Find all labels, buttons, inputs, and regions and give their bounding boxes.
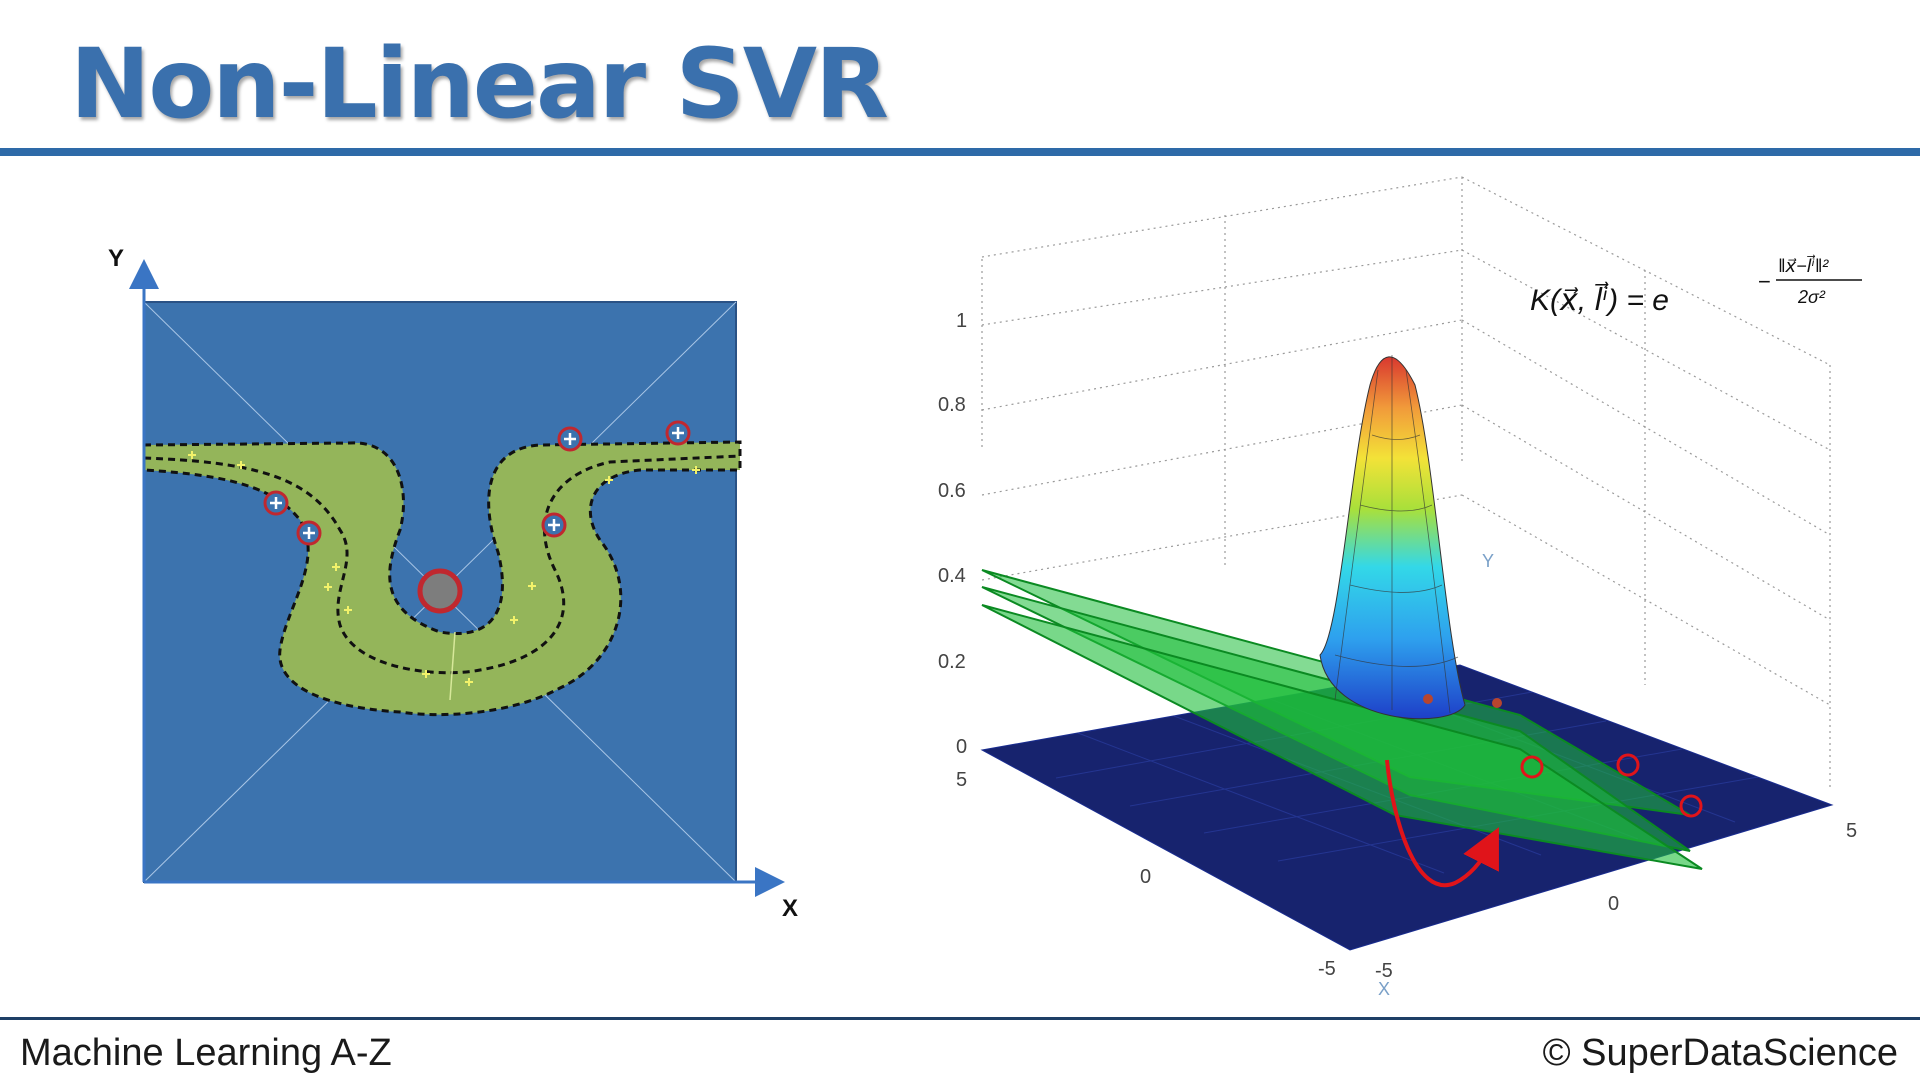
- data-point: [237, 461, 245, 469]
- data-point: [528, 582, 536, 590]
- projection-arrow: [1385, 759, 1499, 888]
- formula-numerator: ‖x⃗−l⃗ⁱ‖²: [1778, 255, 1829, 276]
- x-tick-label: -5: [1375, 960, 1393, 982]
- rbf-kernel-3d-plot: 1 0.8 0.6 0.4 0.2 0 5 0 -5: [938, 176, 1862, 995]
- support-vector-marker: [1679, 794, 1703, 818]
- support-vector: [665, 420, 691, 446]
- x-tick-label: 0: [1608, 893, 1619, 915]
- z-axis-ticks: 1 0.8 0.6 0.4 0.2 0: [938, 310, 967, 758]
- lower-plane: [981, 604, 1703, 870]
- footer-divider: [0, 1017, 1920, 1020]
- y-axis-label: Y: [1482, 551, 1494, 571]
- z-tick-label: 0: [956, 736, 967, 758]
- data-point: [692, 466, 700, 474]
- support-vector: [296, 520, 322, 546]
- svr-regression-curve: [143, 454, 741, 675]
- point-marker: [1492, 698, 1502, 708]
- data-point: [422, 670, 430, 678]
- data-point: [344, 606, 352, 614]
- y-tick-label: 0: [1140, 866, 1151, 888]
- formula-minus: −: [1758, 269, 1771, 294]
- data-point: [324, 583, 332, 591]
- data-point: [605, 476, 613, 484]
- z-tick-label: 0.2: [938, 651, 966, 673]
- data-point: [465, 678, 473, 686]
- data-point: [510, 616, 518, 624]
- y-tick-label: 5: [956, 769, 967, 791]
- title-divider: [0, 148, 1920, 156]
- z-tick-label: 1: [956, 310, 967, 332]
- svr-2d-diagram: Y X: [108, 245, 798, 922]
- formula-lhs: K(x⃗, l⃗ⁱ) = e: [1530, 282, 1669, 317]
- plot-grid: [981, 176, 1831, 789]
- data-point: [188, 451, 196, 459]
- point-marker: [1423, 694, 1433, 704]
- support-vectors: [263, 420, 691, 546]
- tube-guide-line: [449, 631, 456, 701]
- y-axis-label: Y: [108, 245, 124, 272]
- support-vector-marker: [1520, 755, 1544, 779]
- support-vector: [557, 426, 583, 452]
- x-axis-label: X: [782, 895, 798, 922]
- formula-denominator: 2σ²: [1797, 287, 1826, 307]
- y-tick-label: -5: [1318, 958, 1336, 980]
- x-tick-label: 5: [1846, 820, 1857, 842]
- support-vector: [263, 490, 289, 516]
- data-point: [332, 563, 340, 571]
- support-vector: [541, 512, 567, 538]
- course-name: Machine Learning A-Z: [20, 1032, 392, 1074]
- svr-tube-band: [142, 440, 742, 717]
- z-tick-label: 0.8: [938, 394, 966, 416]
- support-vector-marker: [1616, 753, 1640, 777]
- data-points: [188, 451, 700, 686]
- slide-title: Non-Linear SVR: [70, 28, 889, 140]
- z-tick-label: 0.6: [938, 480, 966, 502]
- kernel-formula: K(x⃗, l⃗ⁱ) = e − ‖x⃗−l⃗ⁱ‖² 2σ²: [1530, 255, 1862, 317]
- z-tick-label: 0.4: [938, 565, 966, 587]
- copyright: © SuperDataScience: [1542, 1032, 1898, 1074]
- peak-mesh-lines: [1334, 355, 1459, 714]
- landmark-point: [417, 568, 463, 614]
- x-axis-label: X: [1378, 979, 1390, 995]
- gaussian-peak-surface: [1319, 356, 1466, 720]
